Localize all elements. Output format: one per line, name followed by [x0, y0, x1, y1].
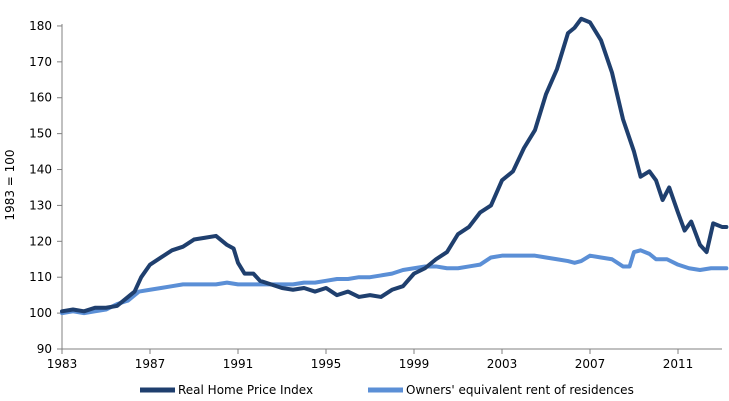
series-lines	[60, 16, 729, 316]
y-tick-label: 110	[29, 270, 52, 284]
x-axis: 1983 1987 1991 1995 1999 2003 2007 2011	[47, 348, 722, 371]
y-tick-label: 90	[37, 342, 52, 356]
x-tick-label: 1987	[135, 357, 166, 371]
y-tick-label: 130	[29, 198, 52, 212]
legend-label-real-home-price-index: Real Home Price Index	[178, 383, 313, 397]
x-tick-label: 1995	[311, 357, 342, 371]
x-tick-label: 2011	[663, 357, 694, 371]
y-tick-label: 100	[29, 306, 52, 320]
x-tick-label: 2003	[487, 357, 518, 371]
y-tick-label: 140	[29, 163, 52, 177]
legend-label-owners-equivalent-rent: Owners' equivalent rent of residences	[406, 383, 634, 397]
x-tick-label: 1999	[399, 357, 430, 371]
x-tick-label: 1991	[223, 357, 254, 371]
y-tick-label: 160	[29, 91, 52, 105]
y-tick-label: 120	[29, 234, 52, 248]
y-tick-label: 150	[29, 127, 52, 141]
legend: Real Home Price Index Owners' equivalent…	[140, 383, 634, 397]
y-axis: 90 100 110 120 130 140 150 160 170 180	[29, 19, 63, 356]
series-line-owners-equivalent-rent	[60, 248, 729, 316]
y-axis-label: 1983 = 100	[3, 149, 17, 220]
y-tick-label: 180	[29, 19, 52, 33]
x-tick-label: 1983	[47, 357, 78, 371]
series-line-real-home-price-index	[60, 16, 729, 314]
y-tick-label: 170	[29, 55, 52, 69]
x-tick-label: 2007	[575, 357, 606, 371]
